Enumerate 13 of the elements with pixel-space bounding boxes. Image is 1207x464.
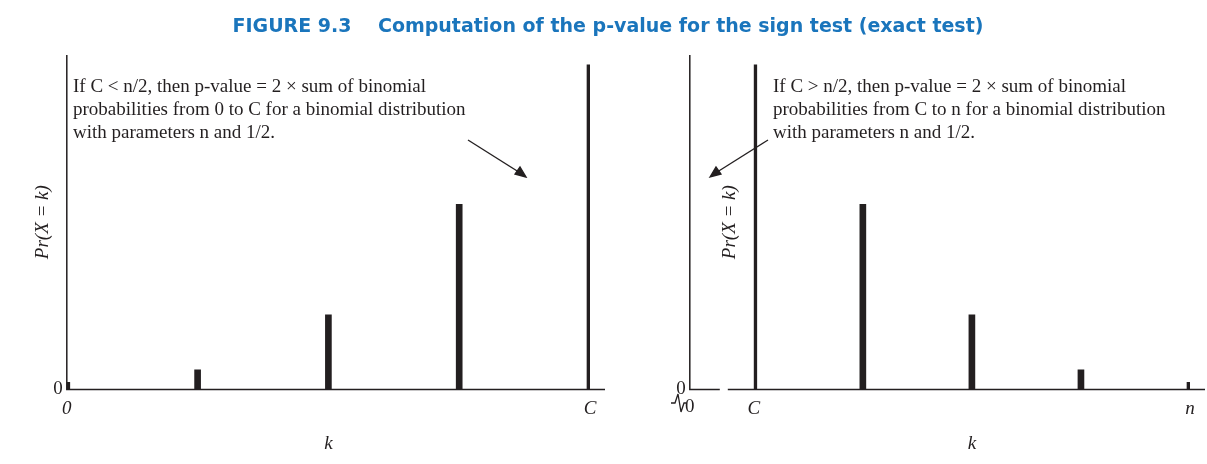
text: 0 — [676, 377, 686, 399]
text: 0 — [53, 377, 63, 399]
x-axis-title: k — [967, 431, 977, 453]
x-tick-label: C — [747, 396, 761, 418]
annotation: If C < n/2, then p-value = 2 × sum of binomial probabilities from 0 to C for a binomial distribution with parameters n and 1/2. — [73, 74, 467, 143]
chart-title: FIGURE 9.3 Computation of the p-value for the sign test (exact test) — [231, 13, 985, 38]
y-axis-title: Pr(X = k) — [718, 185, 741, 261]
x-tick-label: 0 — [62, 396, 73, 418]
x-tick-label: n — [1185, 396, 1195, 418]
y-axis-title: Pr(X = k) — [31, 185, 54, 261]
x-tick-label: C — [583, 396, 597, 418]
x-axis-title: k — [324, 431, 334, 453]
annotation: If C > n/2, then p-value = 2 × sum of binomial probabilities from C to n for a binomial distribution with parameters n and 1/2. — [773, 74, 1167, 143]
